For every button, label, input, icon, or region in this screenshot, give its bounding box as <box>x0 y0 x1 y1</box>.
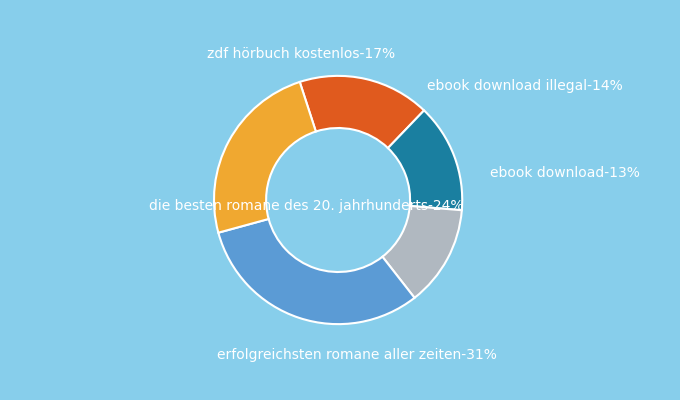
Wedge shape <box>300 76 424 148</box>
Wedge shape <box>382 206 462 298</box>
Text: die besten romane des 20. jahrhunderts-24%: die besten romane des 20. jahrhunderts-2… <box>150 199 464 213</box>
Text: ebook download-13%: ebook download-13% <box>490 166 639 180</box>
Wedge shape <box>214 82 316 233</box>
Text: ebook download illegal-14%: ebook download illegal-14% <box>428 79 624 93</box>
Text: zdf hörbuch kostenlos-17%: zdf hörbuch kostenlos-17% <box>207 46 395 60</box>
Wedge shape <box>388 110 462 210</box>
Text: erfolgreichsten romane aller zeiten-31%: erfolgreichsten romane aller zeiten-31% <box>217 348 496 362</box>
Wedge shape <box>218 219 415 324</box>
